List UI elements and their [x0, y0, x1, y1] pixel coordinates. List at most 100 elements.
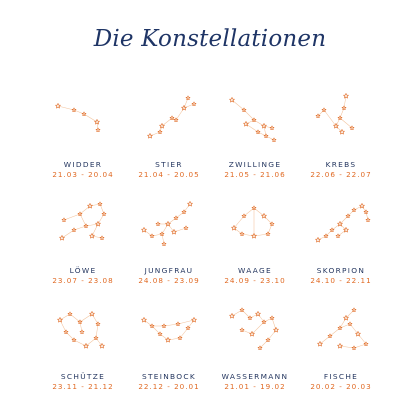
star-icon [343, 227, 349, 233]
star-icon [61, 217, 67, 222]
sign-dates: 24.08 - 23.09 [138, 276, 200, 285]
constellation-card: FISCHE 20.02 - 20.03 [298, 300, 384, 410]
star-icon [255, 311, 261, 317]
star-icon [329, 227, 335, 232]
star-icon [83, 343, 89, 349]
sign-name: KREBS [325, 160, 357, 169]
star-icon [177, 335, 183, 340]
star-icon [345, 213, 351, 218]
star-icon [341, 105, 347, 110]
sign-name: SKORPION [316, 266, 366, 275]
star-icon [159, 231, 165, 236]
star-icon [261, 213, 267, 219]
star-icon [95, 221, 101, 227]
star-icon [191, 101, 197, 106]
star-icon [351, 345, 357, 350]
star-icon [181, 105, 187, 111]
constellation-line [245, 123, 259, 133]
star-icon [173, 215, 179, 220]
sign-name: JUNGFRAU [144, 266, 194, 275]
star-icon [71, 337, 77, 342]
star-icon [255, 129, 261, 134]
star-icon [347, 321, 353, 326]
constellation-card: LÖWE 23.07 - 23.08 [40, 194, 126, 304]
constellation-line [61, 229, 75, 239]
star-icon [315, 237, 321, 243]
star-icon [55, 103, 61, 109]
sign-dates: 21.03 - 20.04 [52, 170, 114, 179]
constellation-line [161, 117, 173, 127]
constellation-line [177, 319, 195, 325]
star-icon [59, 235, 65, 241]
constellation-card: WAAGE 24.09 - 23.10 [212, 194, 298, 304]
star-icon [71, 227, 77, 232]
constellation-line [79, 313, 93, 323]
star-icon [173, 117, 179, 122]
star-icon [261, 123, 267, 129]
star-icon [101, 211, 107, 216]
star-icon [359, 203, 365, 209]
constellation-drawing [229, 307, 279, 350]
star-icon [89, 311, 95, 317]
star-icon [97, 201, 103, 206]
star-icon [349, 125, 355, 130]
star-icon [323, 233, 329, 238]
star-icon [169, 115, 175, 120]
constellation-line [271, 317, 277, 331]
star-icon [77, 319, 83, 324]
star-icon [155, 221, 161, 226]
star-icon [251, 117, 257, 122]
constellation-line [339, 117, 353, 129]
sign-name: WASSERMANN [221, 372, 289, 381]
star-icon [147, 133, 153, 139]
star-icon [343, 315, 349, 321]
star-icon [79, 329, 85, 334]
star-icon [83, 223, 89, 228]
constellation-line [85, 337, 97, 347]
sign-dates: 21.01 - 19.02 [224, 382, 286, 391]
star-icon [181, 209, 187, 214]
constellation-line [243, 109, 255, 121]
constellation-drawing [141, 201, 193, 246]
star-icon [261, 319, 267, 324]
star-icon [185, 325, 191, 330]
constellation-line [257, 313, 265, 323]
sign-name: LÖWE [69, 266, 97, 275]
star-icon [95, 321, 101, 326]
star-icon [257, 345, 263, 350]
constellation-line [79, 205, 91, 215]
sign-dates: 21.04 - 20.05 [138, 170, 200, 179]
star-icon [157, 129, 163, 134]
constellation-line [63, 213, 81, 221]
constellation-card: WASSERMANN 21.01 - 19.02 [212, 300, 298, 410]
star-icon [87, 203, 93, 209]
star-icon [363, 209, 369, 214]
star-icon [239, 327, 245, 332]
constellation-card: SKORPION 24.10 - 22.11 [298, 194, 384, 304]
constellation-line [339, 345, 355, 349]
constellation-drawing [229, 97, 277, 142]
constellation-line [251, 321, 265, 335]
star-icon [365, 217, 371, 222]
star-icon [141, 317, 147, 323]
sign-dates: 24.10 - 22.11 [310, 276, 372, 285]
star-icon [183, 225, 189, 230]
star-icon [239, 307, 245, 312]
star-icon [99, 235, 105, 240]
sign-name: SCHÜTZE [60, 372, 106, 381]
constellation-drawing [315, 93, 355, 135]
star-icon [241, 107, 247, 112]
star-icon [249, 331, 255, 337]
constellation-card: WIDDER 21.03 - 20.04 [40, 88, 126, 198]
star-icon [191, 317, 197, 323]
star-icon [149, 323, 155, 328]
star-icon [355, 331, 361, 337]
star-icon [77, 211, 83, 216]
constellation-line [187, 319, 195, 329]
star-icon [185, 95, 191, 100]
sign-dates: 22.12 - 20.01 [138, 382, 200, 391]
star-icon [273, 327, 279, 333]
star-icon [229, 313, 235, 319]
constellation-line [319, 335, 331, 345]
